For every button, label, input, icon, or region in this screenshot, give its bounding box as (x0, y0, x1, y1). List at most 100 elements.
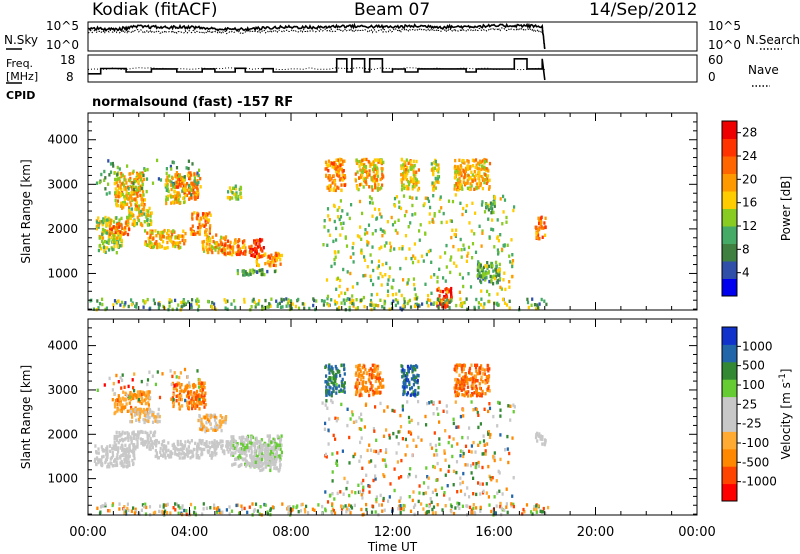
data-cell (187, 391, 190, 395)
data-cell (436, 301, 439, 305)
data-cell (540, 220, 543, 225)
data-cell (457, 425, 460, 429)
data-cell (191, 224, 194, 228)
data-cell (125, 181, 128, 185)
data-cell (343, 174, 346, 178)
data-cell (438, 400, 441, 404)
data-cell (442, 304, 445, 308)
data-cell (371, 504, 374, 508)
data-cell (169, 369, 172, 373)
data-cell (407, 430, 410, 434)
data-cell (442, 276, 445, 280)
data-cell (447, 288, 450, 292)
data-cell (359, 455, 362, 459)
data-cell (455, 470, 458, 475)
data-cell (475, 506, 478, 510)
data-cell (400, 157, 403, 162)
data-cell (433, 431, 436, 435)
data-cell (407, 187, 410, 191)
data-cell (242, 273, 245, 277)
data-cell (232, 453, 235, 457)
data-cell (346, 212, 349, 216)
data-cell (224, 421, 227, 425)
data-cell (499, 433, 502, 437)
data-cell (226, 239, 230, 243)
data-cell (203, 447, 206, 452)
data-cell (122, 202, 125, 207)
data-cell (137, 218, 141, 223)
data-cell (133, 192, 136, 196)
data-cell (343, 390, 346, 394)
data-cell (480, 289, 483, 293)
data-cell (460, 301, 463, 306)
data-cell (402, 506, 405, 511)
data-cell (263, 306, 266, 311)
data-cell (126, 393, 129, 398)
data-cell (125, 460, 129, 465)
data-cell (460, 171, 463, 175)
data-cell (542, 506, 545, 511)
data-cell (143, 413, 146, 418)
data-cell (121, 173, 124, 177)
data-cell (368, 195, 372, 199)
data-cell (443, 295, 446, 299)
data-cell (119, 303, 122, 307)
data-cell (327, 159, 330, 163)
data-cell (488, 406, 492, 411)
data-cell (496, 248, 499, 252)
data-cell (212, 414, 215, 419)
data-cell (176, 381, 179, 385)
data-cell (189, 456, 192, 460)
data-cell (110, 235, 113, 240)
data-cell (407, 475, 410, 479)
data-cell (255, 238, 258, 243)
data-cell (198, 439, 201, 443)
data-cell (369, 387, 372, 392)
data-cell (403, 169, 406, 173)
data-cell (322, 243, 325, 247)
data-cell (193, 181, 196, 186)
data-cell (362, 376, 365, 380)
data-cell (329, 188, 332, 192)
data-cell (184, 193, 187, 198)
data-cell (360, 481, 363, 485)
data-cell (198, 229, 201, 233)
data-cell (175, 307, 179, 311)
data-cell (383, 300, 387, 304)
data-cell (349, 300, 352, 305)
data-cell (101, 297, 104, 301)
data-cell (479, 482, 482, 486)
data-cell (463, 492, 467, 497)
data-cell (258, 244, 261, 249)
data-cell (543, 221, 546, 225)
data-cell (182, 389, 185, 394)
data-cell (432, 186, 435, 191)
data-cell (372, 162, 375, 166)
data-cell (127, 508, 130, 513)
data-cell (453, 187, 456, 191)
data-cell (381, 172, 384, 176)
data-cell (487, 384, 490, 389)
data-cell (162, 454, 165, 458)
data-cell (188, 191, 191, 195)
data-cell (127, 454, 130, 458)
data-cell (201, 240, 204, 244)
data-cell (200, 441, 203, 446)
data-cell (186, 188, 189, 192)
data-cell (397, 430, 400, 434)
data-cell (199, 388, 202, 393)
data-cell (449, 289, 452, 293)
data-cell (336, 416, 339, 421)
data-cell (135, 201, 138, 205)
data-cell (136, 393, 139, 398)
data-cell (118, 431, 121, 435)
data-cell (120, 171, 123, 176)
data-cell (173, 201, 176, 205)
data-cell (483, 210, 487, 214)
data-cell (459, 489, 463, 493)
data-cell (363, 255, 366, 259)
data-cell (197, 418, 200, 423)
data-cell (255, 251, 258, 256)
data-cell (213, 241, 216, 245)
data-cell (471, 179, 474, 183)
